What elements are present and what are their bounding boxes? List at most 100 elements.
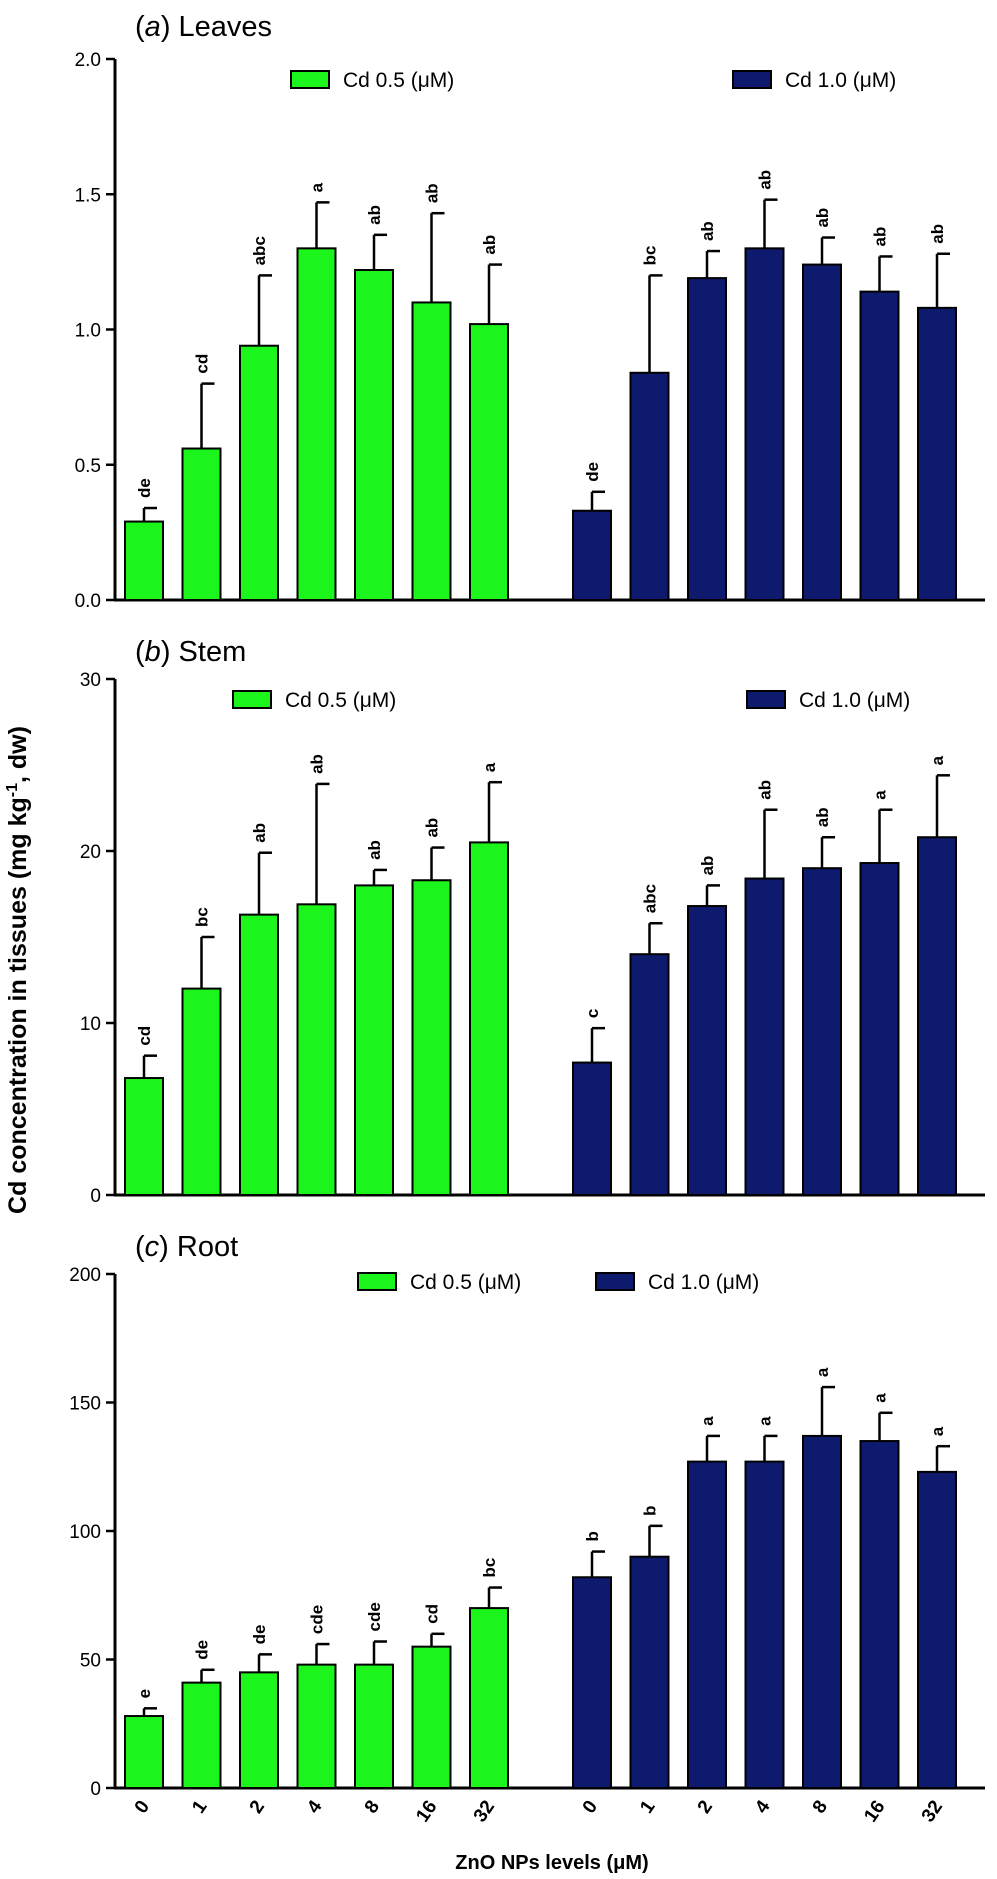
significance-letter: a [813, 1367, 832, 1377]
significance-letter: ab [250, 823, 269, 843]
x-tick-label: 1 [188, 1796, 212, 1817]
y-tick-label: 30 [80, 670, 101, 691]
bar [469, 1607, 509, 1789]
legend-label: Cd 0.5 (μM) [343, 69, 454, 92]
bar [239, 344, 279, 602]
x-tick-label: 32 [470, 1797, 499, 1826]
significance-letter: ab [756, 780, 775, 800]
legend-label: Cd 1.0 (μM) [799, 689, 910, 712]
bar [296, 1663, 337, 1790]
significance-letter: a [308, 182, 327, 192]
panel-letter: c [145, 1231, 160, 1263]
y-tick-label: 50 [80, 1651, 101, 1672]
significance-letter: a [928, 1426, 947, 1436]
panel-title: (b) Stem [135, 636, 246, 668]
x-axis-title: ZnO NPs levels (μM) [455, 1852, 648, 1874]
bar [572, 509, 612, 601]
legend-label: Cd 0.5 (μM) [410, 1271, 521, 1294]
panel-letter: b [145, 636, 161, 668]
bar [411, 301, 452, 601]
bar [181, 447, 222, 601]
significance-letter: bc [480, 1558, 499, 1578]
panel-letter: a [145, 11, 161, 43]
y-tick-label: 1.0 [75, 321, 101, 342]
significance-letter: abc [250, 236, 269, 265]
significance-letter: a [756, 1416, 775, 1426]
significance-letter: de [135, 478, 154, 498]
significance-letter: b [583, 1531, 602, 1541]
significance-letter: a [698, 1416, 717, 1426]
y-tick-label: 100 [69, 1522, 101, 1543]
bar [572, 1576, 612, 1790]
x-tick-label: 1 [636, 1796, 660, 1817]
bar [354, 1663, 394, 1790]
significance-letter: ab [756, 170, 775, 190]
y-tick-label: 0 [90, 1779, 101, 1800]
significance-letter: de [583, 462, 602, 482]
significance-letter: e [135, 1689, 154, 1698]
bar [744, 877, 785, 1197]
x-tick-label: 0 [579, 1797, 602, 1818]
bar [239, 913, 279, 1196]
significance-letter: ab [813, 807, 832, 827]
significance-letter: a [928, 755, 947, 765]
bar [917, 306, 957, 601]
bar [859, 290, 900, 601]
y-tick-label: 150 [69, 1394, 101, 1415]
y-tick-label: 0 [90, 1186, 101, 1207]
significance-letter: de [250, 1625, 269, 1645]
significance-letter: cd [423, 1604, 442, 1624]
bar [572, 1061, 612, 1197]
significance-letter: ab [308, 754, 327, 774]
legend-label: Cd 1.0 (μM) [785, 69, 896, 92]
bar [687, 277, 727, 601]
x-tick-label: 4 [751, 1796, 775, 1817]
bar [124, 1077, 164, 1197]
significance-letter: ab [698, 221, 717, 241]
x-tick-label: 16 [860, 1797, 889, 1826]
y-tick-label: 20 [80, 842, 101, 863]
y-tick-label: 2.0 [75, 50, 101, 71]
significance-letter: cd [193, 354, 212, 374]
x-tick-label: 16 [412, 1797, 441, 1826]
panel-title: (c) Root [135, 1231, 238, 1263]
bar [802, 263, 842, 601]
bar [917, 1470, 957, 1789]
panel-title: (a) Leaves [135, 11, 272, 43]
significance-letter: a [871, 790, 890, 800]
significance-letter: bc [641, 246, 660, 266]
significance-letter: cde [365, 1602, 384, 1631]
y-tick-label: 1.5 [75, 185, 101, 206]
bar [917, 836, 957, 1196]
y-tick-label: 200 [69, 1265, 101, 1286]
panels: (a) Leaves0.00.51.01.52.0decdabcaabababC… [69, 11, 985, 1826]
bar [687, 905, 727, 1196]
significance-letter: ab [365, 840, 384, 860]
significance-letter: ab [813, 208, 832, 228]
x-tick-label: 2 [246, 1797, 269, 1818]
legend-swatch [732, 70, 772, 89]
bar [687, 1460, 727, 1789]
x-tick-label: 8 [809, 1797, 832, 1818]
significance-letter: b [641, 1505, 660, 1515]
significance-letter: ab [423, 818, 442, 838]
bar [629, 1555, 670, 1789]
significance-letter: a [871, 1393, 890, 1403]
legend-swatch [357, 1272, 397, 1291]
bar [296, 903, 337, 1196]
y-tick-label: 0.0 [75, 591, 101, 612]
x-tick-label: 32 [918, 1797, 947, 1826]
bar [181, 987, 222, 1196]
significance-letter: cd [135, 1026, 154, 1046]
x-tick-label: 8 [361, 1797, 384, 1818]
bar [629, 371, 670, 601]
bar [411, 1645, 452, 1790]
panel-name: Leaves [170, 11, 272, 43]
legend-label: Cd 1.0 (μM) [648, 1271, 759, 1294]
significance-letter: ab [871, 227, 890, 247]
significance-letter: abc [641, 884, 660, 913]
legend-swatch [232, 690, 272, 709]
significance-letter: ab [423, 183, 442, 203]
